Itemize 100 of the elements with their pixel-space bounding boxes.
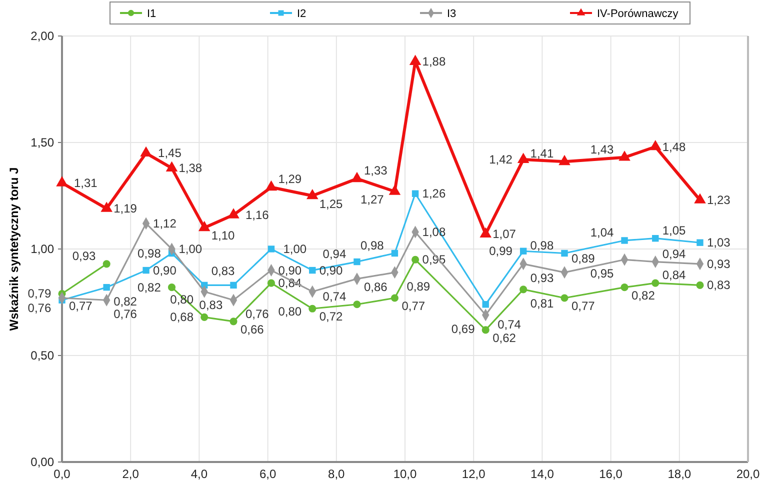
data-label: 1,48 [662, 140, 686, 154]
point [142, 266, 150, 274]
data-label: 0,62 [492, 330, 516, 345]
point [228, 208, 240, 218]
data-label: 0,95 [590, 266, 614, 281]
point [412, 256, 420, 264]
data-label: 0,77 [571, 298, 596, 313]
data-label: 1,07 [492, 227, 516, 242]
data-label: 0,98 [530, 238, 554, 252]
point [309, 266, 316, 274]
data-label: 0,98 [138, 246, 162, 260]
legend-label: IV-Porównawczy [597, 8, 679, 20]
data-label: 0,76 [28, 301, 52, 316]
point [353, 300, 361, 308]
point [520, 286, 528, 294]
point [166, 161, 178, 172]
data-label: 0,82 [114, 294, 138, 308]
point [694, 193, 706, 204]
y-tick-label: 1,50 [30, 136, 54, 150]
data-label: 1,31 [74, 176, 98, 190]
data-label: 0,83 [199, 298, 223, 312]
point [230, 282, 237, 289]
x-tick-label: 18,0 [668, 467, 692, 481]
point [390, 294, 398, 302]
data-label: 0,90 [319, 263, 344, 278]
data-label: 1,04 [590, 225, 614, 240]
point [265, 180, 278, 191]
point [412, 190, 419, 197]
data-label: 1,03 [706, 236, 731, 250]
data-label: 1,19 [114, 202, 138, 216]
data-label: 1,05 [662, 223, 686, 238]
point [230, 318, 238, 326]
data-label: 0,76 [114, 307, 138, 322]
x-tick-label: 16,0 [599, 467, 623, 481]
data-label: 0,90 [153, 263, 177, 278]
data-label: 0,89 [406, 279, 430, 294]
data-label: 1,16 [246, 208, 270, 222]
x-tick-label: 14,0 [530, 467, 554, 481]
data-label: 0,69 [451, 322, 476, 336]
point [696, 239, 704, 246]
data-label: 0,79 [28, 286, 52, 301]
data-label: 0,80 [278, 304, 302, 319]
point [140, 146, 152, 157]
data-label: 1,41 [530, 146, 554, 161]
point [696, 281, 704, 289]
y-tick-label: 0,00 [30, 455, 54, 469]
y-tick-label: 1,00 [30, 242, 54, 256]
point [351, 172, 363, 182]
point [388, 184, 401, 195]
data-label: 0,82 [138, 280, 162, 294]
point [560, 294, 568, 302]
legend-label: I1 [147, 8, 156, 20]
data-label: 1,12 [153, 216, 177, 230]
point [558, 154, 570, 166]
point [268, 246, 275, 252]
point [618, 150, 630, 161]
data-label: 1,88 [422, 54, 446, 69]
point [517, 152, 530, 163]
point [650, 140, 662, 150]
data-label: 0,68 [170, 310, 194, 324]
point [103, 284, 110, 291]
data-label: 1,26 [422, 186, 446, 201]
data-label: 0,94 [322, 246, 346, 261]
point [480, 227, 492, 238]
point [652, 279, 660, 287]
data-label: 1,29 [278, 172, 302, 186]
point [620, 284, 628, 292]
x-tick-label: 6,0 [259, 467, 276, 481]
point [391, 250, 398, 257]
data-label: 1,00 [283, 242, 307, 256]
data-label: 0,72 [319, 310, 344, 324]
data-label: 0,83 [706, 278, 731, 292]
data-label: 1,45 [158, 146, 182, 160]
data-label: 0,93 [72, 248, 96, 263]
point [520, 248, 527, 254]
data-label: 0,84 [662, 268, 686, 282]
point [409, 54, 422, 65]
point [306, 188, 318, 200]
data-label: 0,74 [498, 317, 522, 332]
point [354, 258, 360, 266]
data-label: 1,10 [211, 228, 236, 243]
data-label: 0,98 [360, 238, 384, 252]
point [482, 326, 490, 334]
data-label: 0,81 [530, 296, 554, 310]
point [621, 237, 628, 244]
data-label: 0,86 [364, 280, 388, 294]
point [198, 220, 210, 232]
data-label: 0,99 [489, 244, 513, 258]
point [102, 260, 110, 268]
data-label: 1,00 [178, 242, 202, 256]
point [200, 313, 208, 321]
data-label: 0,76 [246, 307, 270, 322]
data-label: 0,93 [706, 256, 731, 271]
legend-label: I2 [297, 8, 306, 20]
legend-label: I3 [447, 8, 456, 20]
data-label: 0,66 [240, 322, 264, 336]
data-label: 0,74 [322, 289, 346, 304]
x-tick-label: 8,0 [328, 467, 346, 481]
x-tick-label: 12,0 [462, 467, 486, 481]
data-label: 1,25 [319, 196, 344, 211]
